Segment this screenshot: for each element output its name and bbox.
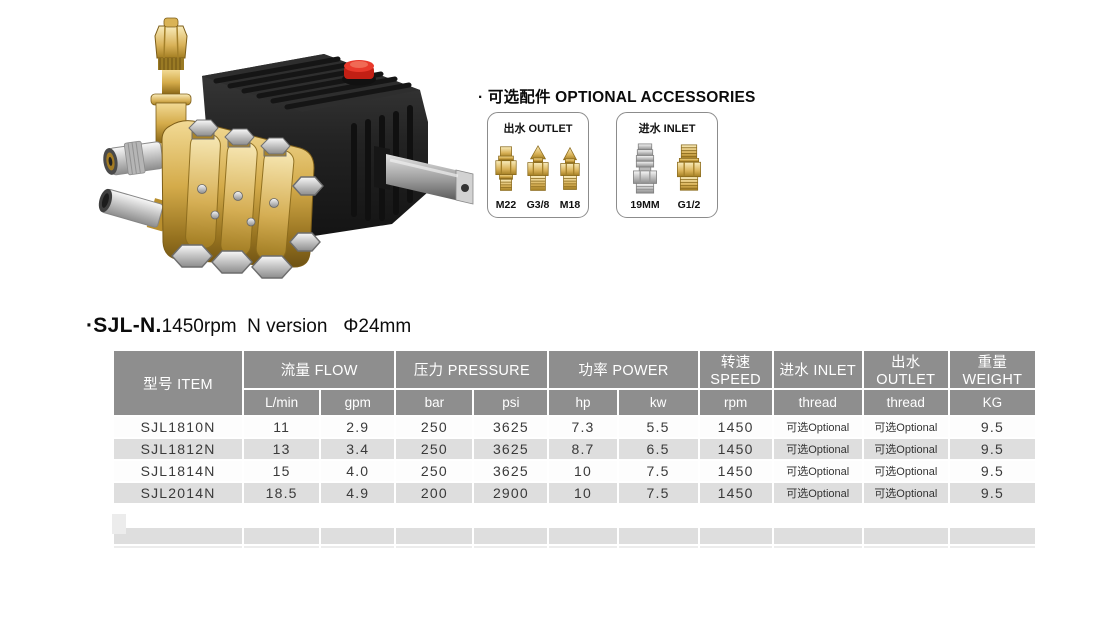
cell-kg: 9.5 bbox=[947, 459, 1038, 483]
cell-psi: 3625 bbox=[472, 437, 550, 461]
table-row: SJL1812N 13 3.4 250 3625 8.7 6.5 1450 可选… bbox=[111, 437, 1038, 461]
fitting-label: M18 bbox=[559, 199, 581, 211]
table-left-stub bbox=[112, 514, 126, 534]
outlet-box-label: 出水 OUTLET bbox=[503, 123, 573, 135]
col-header-power: 功率 POWER bbox=[547, 349, 700, 390]
cell-hp: 7.3 bbox=[547, 415, 619, 439]
empty-row bbox=[112, 503, 1037, 528]
pump-illustration-icon bbox=[98, 17, 474, 279]
fitting-label: G3/8 bbox=[526, 199, 550, 211]
cell-kw: 5.5 bbox=[616, 415, 700, 439]
fitting-label: 19MM bbox=[630, 199, 660, 211]
cell-psi: 3625 bbox=[472, 415, 550, 439]
cell-kw: 6.5 bbox=[616, 437, 700, 461]
header-group-row: 型号 ITEM 流量 FLOW 压力 PRESSURE 功率 POWER 转速 … bbox=[111, 349, 1038, 417]
outlet-accessories-box: 出水 OUTLET M22 bbox=[487, 112, 589, 218]
col-header-inlet: 进水 INLET bbox=[771, 349, 864, 390]
fitting-m22-icon bbox=[495, 146, 517, 191]
product-photo bbox=[52, 4, 484, 312]
fitting-label: M22 bbox=[495, 199, 517, 211]
cell-item: SJL2014N bbox=[111, 481, 245, 505]
empty-row bbox=[111, 526, 1038, 546]
unit-kw: kw bbox=[616, 388, 700, 417]
table-row: SJL1810N 11 2.9 250 3625 7.3 5.5 1450 可选… bbox=[111, 415, 1038, 439]
fitting-m18: M18 bbox=[555, 144, 585, 211]
cell-gpm: 2.9 bbox=[319, 415, 397, 439]
cell-rpm: 1450 bbox=[697, 437, 774, 461]
cell-kw: 7.5 bbox=[616, 459, 700, 483]
fitting-label: G1/2 bbox=[677, 199, 701, 211]
fitting-m22: M22 bbox=[491, 144, 521, 211]
cell-item: SJL1814N bbox=[111, 459, 245, 483]
unit-rpm: rpm bbox=[697, 388, 774, 417]
unit-outlet-thread: thread bbox=[861, 388, 950, 417]
fitting-g12: G1/2 bbox=[668, 142, 710, 211]
unit-hp: hp bbox=[547, 388, 619, 417]
fitting-g38: G3/8 bbox=[523, 144, 553, 211]
unit-kg: KG bbox=[947, 388, 1038, 417]
col-header-pressure: 压力 PRESSURE bbox=[394, 349, 550, 390]
header-unit-row: L/min gpm bar psi hp kw rpm thread threa… bbox=[113, 388, 1038, 417]
cell-inlet: 可选Optional bbox=[771, 459, 864, 483]
fitting-19mm-icon bbox=[633, 143, 657, 194]
cell-gpm: 4.0 bbox=[319, 459, 397, 483]
inlet-accessories-box: 进水 INLET 19MM bbox=[616, 112, 718, 218]
accessories-title: · 可选配件 OPTIONAL ACCESSORIES bbox=[478, 89, 756, 106]
col-header-outlet: 出水 OUTLET bbox=[861, 349, 950, 390]
cell-inlet: 可选Optional bbox=[771, 415, 864, 439]
cell-hp: 8.7 bbox=[547, 437, 619, 461]
cell-rpm: 1450 bbox=[697, 459, 774, 483]
cell-lmin: 11 bbox=[242, 415, 322, 439]
fitting-g12-icon bbox=[677, 144, 701, 191]
cell-outlet: 可选Optional bbox=[861, 481, 950, 505]
cell-bar: 250 bbox=[394, 437, 475, 461]
cell-inlet: 可选Optional bbox=[771, 437, 864, 461]
cell-gpm: 3.4 bbox=[319, 437, 397, 461]
cell-kg: 9.5 bbox=[947, 415, 1038, 439]
series-details: 1450rpm N version Φ24mm bbox=[161, 316, 412, 337]
unit-bar: bar bbox=[394, 388, 475, 417]
cell-item: SJL1812N bbox=[111, 437, 245, 461]
inlet-box-label: 进水 INLET bbox=[638, 123, 696, 135]
fitting-m18-icon bbox=[560, 146, 580, 190]
unit-gpm: gpm bbox=[319, 388, 397, 417]
cell-hp: 10 bbox=[547, 459, 619, 483]
cell-rpm: 1450 bbox=[697, 415, 774, 439]
cell-gpm: 4.9 bbox=[319, 481, 397, 505]
cell-lmin: 15 bbox=[242, 459, 322, 483]
cell-item: SJL1810N bbox=[111, 415, 245, 439]
cell-lmin: 18.5 bbox=[242, 481, 322, 505]
series-name: ·SJL-N. bbox=[86, 314, 162, 337]
fitting-g38-icon bbox=[527, 145, 549, 191]
cell-hp: 10 bbox=[547, 481, 619, 505]
cell-outlet: 可选Optional bbox=[861, 415, 950, 439]
cell-psi: 3625 bbox=[472, 459, 550, 483]
fitting-19mm: 19MM bbox=[624, 142, 666, 211]
cell-psi: 2900 bbox=[472, 481, 550, 505]
cell-kg: 9.5 bbox=[947, 481, 1038, 505]
cell-bar: 200 bbox=[394, 481, 475, 505]
unit-inlet-thread: thread bbox=[771, 388, 864, 417]
cell-inlet: 可选Optional bbox=[771, 481, 864, 505]
col-header-item: 型号 ITEM bbox=[111, 349, 245, 417]
cell-kg: 9.5 bbox=[947, 437, 1038, 461]
cell-lmin: 13 bbox=[242, 437, 322, 461]
cell-rpm: 1450 bbox=[697, 481, 774, 505]
cell-bar: 250 bbox=[394, 415, 475, 439]
col-header-speed: 转速 SPEED bbox=[697, 349, 774, 390]
table-row: SJL2014N 18.5 4.9 200 2900 10 7.5 1450 可… bbox=[111, 481, 1038, 505]
col-header-flow: 流量 FLOW bbox=[242, 349, 397, 390]
empty-row bbox=[111, 544, 1038, 550]
spec-table: 型号 ITEM 流量 FLOW 压力 PRESSURE 功率 POWER 转速 … bbox=[111, 349, 1038, 550]
cell-bar: 250 bbox=[394, 459, 475, 483]
unit-lmin: L/min bbox=[242, 388, 322, 417]
cell-kw: 7.5 bbox=[616, 481, 700, 505]
table-row: SJL1814N 15 4.0 250 3625 10 7.5 1450 可选O… bbox=[111, 459, 1038, 483]
cell-outlet: 可选Optional bbox=[861, 437, 950, 461]
cell-outlet: 可选Optional bbox=[861, 459, 950, 483]
unit-psi: psi bbox=[472, 388, 550, 417]
series-title: ·SJL-N.1450rpm N version Φ24mm bbox=[86, 314, 411, 338]
col-header-weight: 重量 WEIGHT bbox=[947, 349, 1038, 390]
